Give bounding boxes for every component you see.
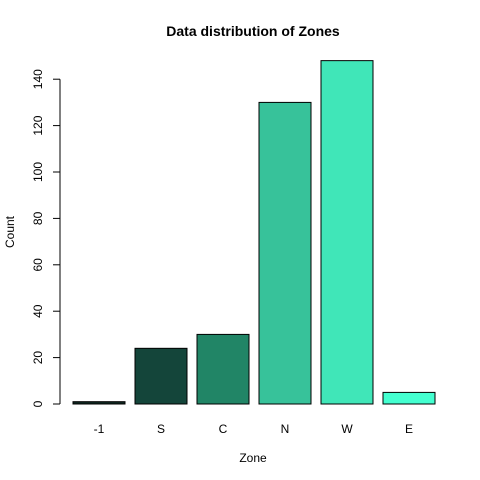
bars xyxy=(72,60,436,405)
bar-C xyxy=(196,333,250,405)
bar--1 xyxy=(72,401,126,405)
y-tick-label: 20 xyxy=(31,351,45,365)
y-tick-label: 0 xyxy=(31,400,45,407)
y-tick-label: 40 xyxy=(31,304,45,318)
x-tick-label: S xyxy=(157,422,165,436)
y-axis-label: Count xyxy=(3,215,17,248)
chart-title: Data distribution of Zones xyxy=(166,23,340,39)
x-tick-label: -1 xyxy=(94,422,105,436)
x-tick-label: E xyxy=(405,422,413,436)
x-tick-label: N xyxy=(281,422,290,436)
y-tick-label: 140 xyxy=(31,69,45,89)
x-tick-label: W xyxy=(341,422,353,436)
x-tick-labels: -1 S C N W E xyxy=(94,422,413,436)
bar-E xyxy=(382,391,436,405)
x-tick-label: C xyxy=(219,422,228,436)
bar-S xyxy=(134,347,188,405)
y-tick-label: 60 xyxy=(31,258,45,272)
x-axis-label: Zone xyxy=(239,451,267,465)
y-tick-label: 100 xyxy=(31,162,45,182)
y-tick-label: 120 xyxy=(31,115,45,135)
bar-W xyxy=(320,60,374,405)
y-axis: 0 20 40 60 80 100 120 140 xyxy=(31,69,61,407)
y-tick-label: 80 xyxy=(31,211,45,225)
bar-N xyxy=(258,101,312,405)
